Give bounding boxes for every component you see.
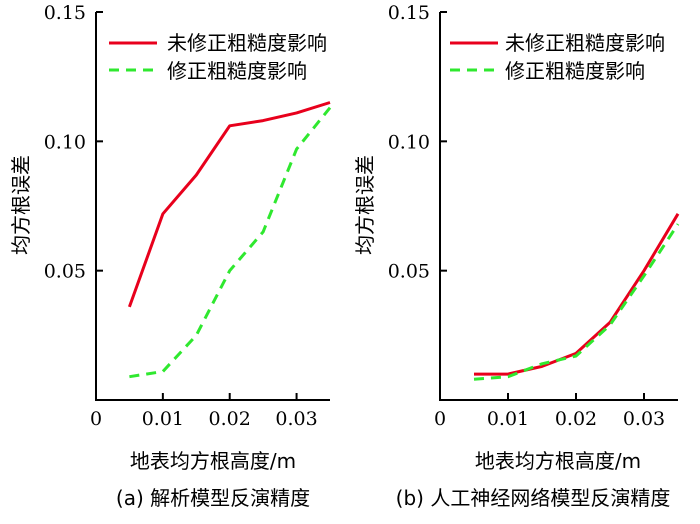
plot-area-a: 0 0.01 0.02 0.03 0.05 0.10 0.15 — [44, 2, 332, 430]
x-axis-title-a: 地表均方根高度/m — [130, 449, 296, 473]
ticks-b: 0 0.01 0.02 0.03 0.05 0.10 0.15 — [388, 2, 665, 430]
y-tick-label-b-2: 0.15 — [388, 2, 430, 24]
legend-label-corrected-a: 修正粗糙度影响 — [167, 59, 307, 83]
y-tick-label-b-0: 0.05 — [388, 261, 430, 283]
series-layer-b — [473, 213, 680, 381]
y-tick-label-a-0: 0.05 — [44, 261, 86, 283]
y-tick-label-a-2: 0.15 — [44, 2, 86, 24]
legend-label-corrected-b: 修正粗糙度影响 — [505, 59, 645, 83]
caption-b: (b) 人工神经网络模型反演精度 — [396, 486, 671, 510]
x-tick-label-b-1: 0.01 — [487, 408, 529, 430]
legend-label-uncorrected-a: 未修正粗糙度影响 — [167, 31, 327, 55]
series-layer-a — [127, 101, 332, 379]
y-axis-title-a: 均方根误差 — [9, 155, 33, 255]
legend-b: 未修正粗糙度影响 修正粗糙度影响 — [450, 31, 665, 83]
x-tick-label-a-3: 0.03 — [275, 408, 317, 430]
caption-a: (a) 解析模型反演精度 — [116, 486, 310, 510]
y-tick-label-a-1: 0.10 — [44, 131, 86, 153]
x-tick-label-b-0: 0 — [434, 408, 446, 430]
y-tick-label-b-1: 0.10 — [388, 131, 430, 153]
series-line-uncorrected-a — [127, 101, 331, 308]
legend-label-uncorrected-b: 未修正粗糙度影响 — [505, 31, 665, 55]
x-axis-title-b: 地表均方根高度/m — [475, 449, 641, 473]
y-axis-title-b: 均方根误差 — [353, 155, 377, 255]
series-line-uncorrected-b — [474, 213, 680, 376]
series-line-corrected-b — [473, 223, 680, 381]
panel-b: 0 0.01 0.02 0.03 0.05 0.10 0.15 均方根误差 地表均方根高度/… — [353, 2, 680, 510]
legend-a: 未修正粗糙度影响 修正粗糙度影响 — [109, 31, 327, 83]
x-tick-label-a-1: 0.01 — [142, 408, 184, 430]
x-tick-label-a-0: 0 — [90, 408, 102, 430]
ticks-a: 0 0.01 0.02 0.03 0.05 0.10 0.15 — [44, 2, 318, 430]
x-tick-label-b-2: 0.02 — [555, 408, 597, 430]
series-line-corrected-a — [129, 106, 332, 379]
x-tick-label-a-2: 0.02 — [209, 408, 251, 430]
panel-a: 0 0.01 0.02 0.03 0.05 0.10 0.15 均方根误差 地表均方根高度/… — [9, 2, 332, 510]
plot-area-b: 0 0.01 0.02 0.03 0.05 0.10 0.15 — [388, 2, 680, 430]
x-tick-label-b-3: 0.03 — [623, 408, 665, 430]
